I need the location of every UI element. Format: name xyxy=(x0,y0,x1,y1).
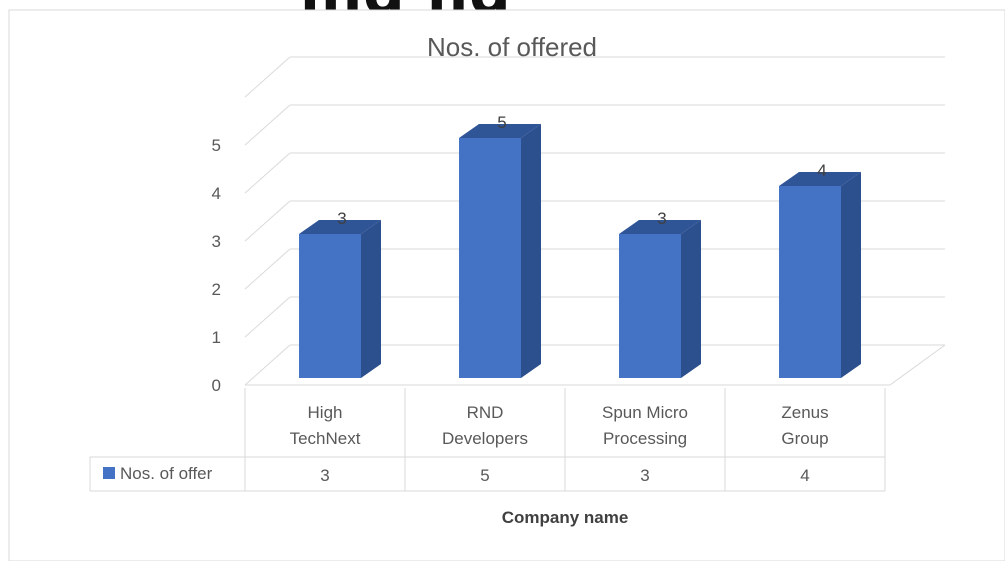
bar xyxy=(619,234,681,378)
bar-top xyxy=(459,124,541,138)
x-tick-label: Developers xyxy=(442,429,528,448)
bar-side xyxy=(521,124,541,378)
y-axis: 0 1 2 3 4 5 xyxy=(212,136,221,395)
legend-swatch xyxy=(103,467,115,479)
gridline-side xyxy=(244,344,291,386)
data-table: High TechNext 3 RND Developers 5 Spun Micro Pro… xyxy=(89,388,886,492)
y-tick-label: 5 xyxy=(212,136,221,155)
data-label: 3 xyxy=(657,209,666,228)
bars: 3 5 3 4 xyxy=(299,113,861,378)
table-value: 3 xyxy=(320,466,329,485)
y-tick-label: 4 xyxy=(212,184,221,203)
data-label: 5 xyxy=(497,113,506,132)
bar-top xyxy=(299,220,381,234)
y-tick-label: 0 xyxy=(212,376,221,395)
gridline-side xyxy=(244,200,291,242)
y-tick-label: 2 xyxy=(212,280,221,299)
gridline-side xyxy=(244,152,291,194)
legend-label: Nos. of offer xyxy=(120,464,213,483)
table-value: 5 xyxy=(480,466,489,485)
table-value: 3 xyxy=(640,466,649,485)
bar-top xyxy=(779,172,861,186)
x-tick-label: High xyxy=(308,403,343,422)
x-tick-label: RND xyxy=(467,403,504,422)
data-label: 3 xyxy=(337,209,346,228)
x-tick-label: Processing xyxy=(603,429,687,448)
y-tick-label: 1 xyxy=(212,328,221,347)
table-value: 4 xyxy=(800,466,809,485)
floor-right-edge xyxy=(889,344,946,386)
x-tick-label: Spun Micro xyxy=(602,403,688,422)
y-tick-label: 3 xyxy=(212,232,221,251)
gridline-side xyxy=(244,296,291,338)
bar xyxy=(779,186,841,378)
data-label: 4 xyxy=(817,161,826,180)
bar-side xyxy=(841,172,861,378)
x-tick-label: TechNext xyxy=(290,429,361,448)
x-tick-label: Zenus xyxy=(781,403,828,422)
bar-side xyxy=(361,220,381,378)
bar xyxy=(299,234,361,378)
gridline-side xyxy=(244,248,291,290)
gridline-side xyxy=(244,56,291,98)
bar-top xyxy=(619,220,701,234)
bar xyxy=(459,138,521,378)
x-tick-label: Group xyxy=(781,429,828,448)
x-axis-title: Company name xyxy=(502,508,629,527)
gridline-side xyxy=(244,104,291,146)
bar-side xyxy=(681,220,701,378)
